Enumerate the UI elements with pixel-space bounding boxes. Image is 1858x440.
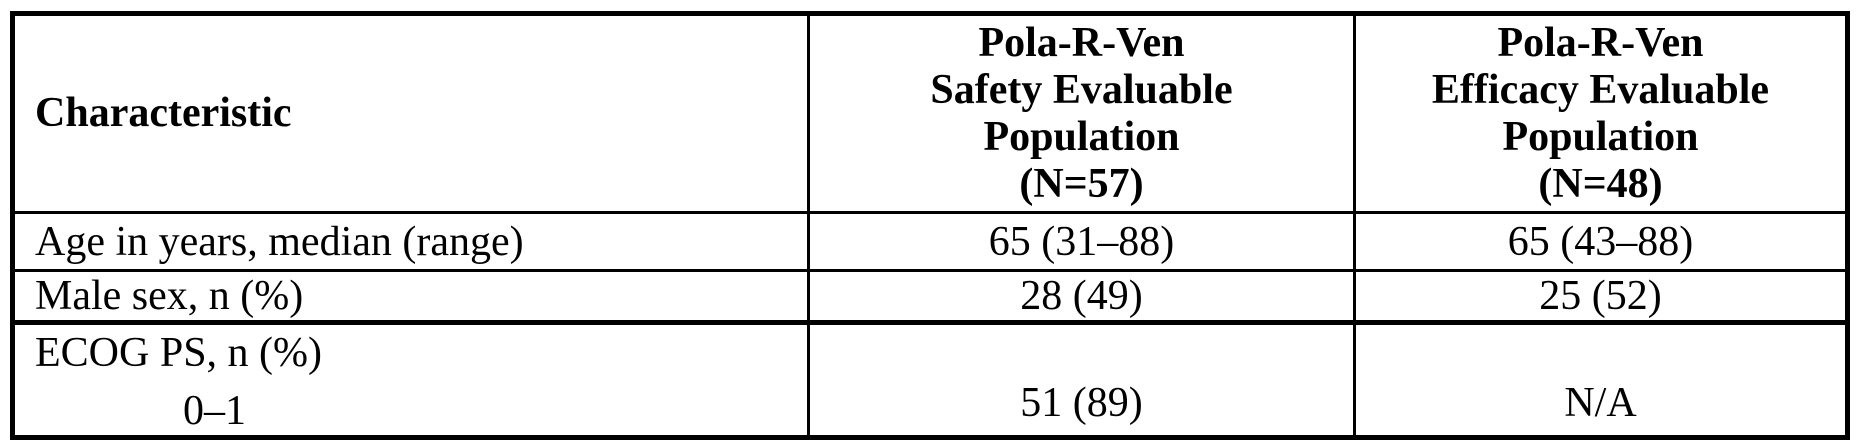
- age-efficacy-value: 65 (43–88): [1353, 211, 1849, 272]
- header-characteristic: Characteristic: [11, 12, 810, 214]
- header-line: Pola-R-Ven: [978, 19, 1185, 66]
- table-row-ecog-ps: ECOG PS, n (%) 0–1 51 (89) N/A: [11, 321, 1849, 439]
- header-efficacy-population: Pola-R-Ven Efficacy Evaluable Population…: [1353, 12, 1849, 214]
- row-label-male-sex: Male sex, n (%): [11, 269, 810, 325]
- male-sex-efficacy-value: 25 (52): [1353, 269, 1849, 325]
- ecog-safety-value: 51 (89): [807, 321, 1356, 439]
- header-safety-population: Pola-R-Ven Safety Evaluable Population (…: [807, 12, 1356, 214]
- table-header-row: Characteristic Pola-R-Ven Safety Evaluab…: [11, 12, 1849, 214]
- row-label-ecog-ps: ECOG PS, n (%) 0–1: [11, 321, 810, 439]
- header-line: Pola-R-Ven: [1497, 19, 1704, 66]
- ecog-sublabel-0-1: 0–1: [183, 388, 246, 434]
- ecog-label: ECOG PS, n (%): [35, 330, 323, 376]
- header-line: Population: [1502, 113, 1699, 160]
- header-line: Population: [983, 113, 1180, 160]
- row-label-age: Age in years, median (range): [11, 211, 810, 272]
- table-row-male-sex: Male sex, n (%) 28 (49) 25 (52): [11, 269, 1849, 325]
- header-line: Efficacy Evaluable: [1431, 66, 1770, 113]
- header-line: (N=48): [1538, 160, 1663, 207]
- ecog-efficacy-value: N/A: [1353, 321, 1849, 439]
- male-sex-safety-value: 28 (49): [807, 269, 1356, 325]
- header-line: (N=57): [1019, 160, 1144, 207]
- table-row-age: Age in years, median (range) 65 (31–88) …: [11, 211, 1849, 272]
- header-line: Safety Evaluable: [930, 66, 1233, 113]
- characteristics-table: Characteristic Pola-R-Ven Safety Evaluab…: [10, 11, 1850, 440]
- age-safety-value: 65 (31–88): [807, 211, 1356, 272]
